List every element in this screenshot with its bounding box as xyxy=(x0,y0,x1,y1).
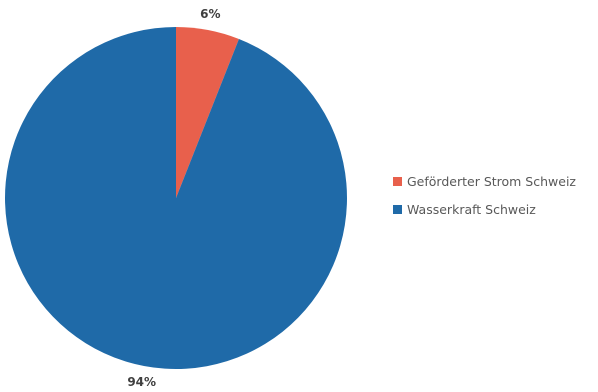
pie-slice xyxy=(176,27,239,198)
legend-swatch xyxy=(393,205,402,214)
legend: Geförderter Strom Schweiz Wasserkraft Sch… xyxy=(393,174,576,217)
data-label: 6% xyxy=(200,7,220,21)
data-label: 94% xyxy=(127,375,156,389)
pie-slices xyxy=(4,27,347,370)
legend-swatch xyxy=(393,177,402,186)
pie-slice xyxy=(4,27,347,370)
legend-label: Wasserkraft Schweiz xyxy=(407,202,536,217)
legend-label: Geförderter Strom Schweiz xyxy=(407,174,576,189)
data-labels: 6% 94% xyxy=(127,7,220,389)
